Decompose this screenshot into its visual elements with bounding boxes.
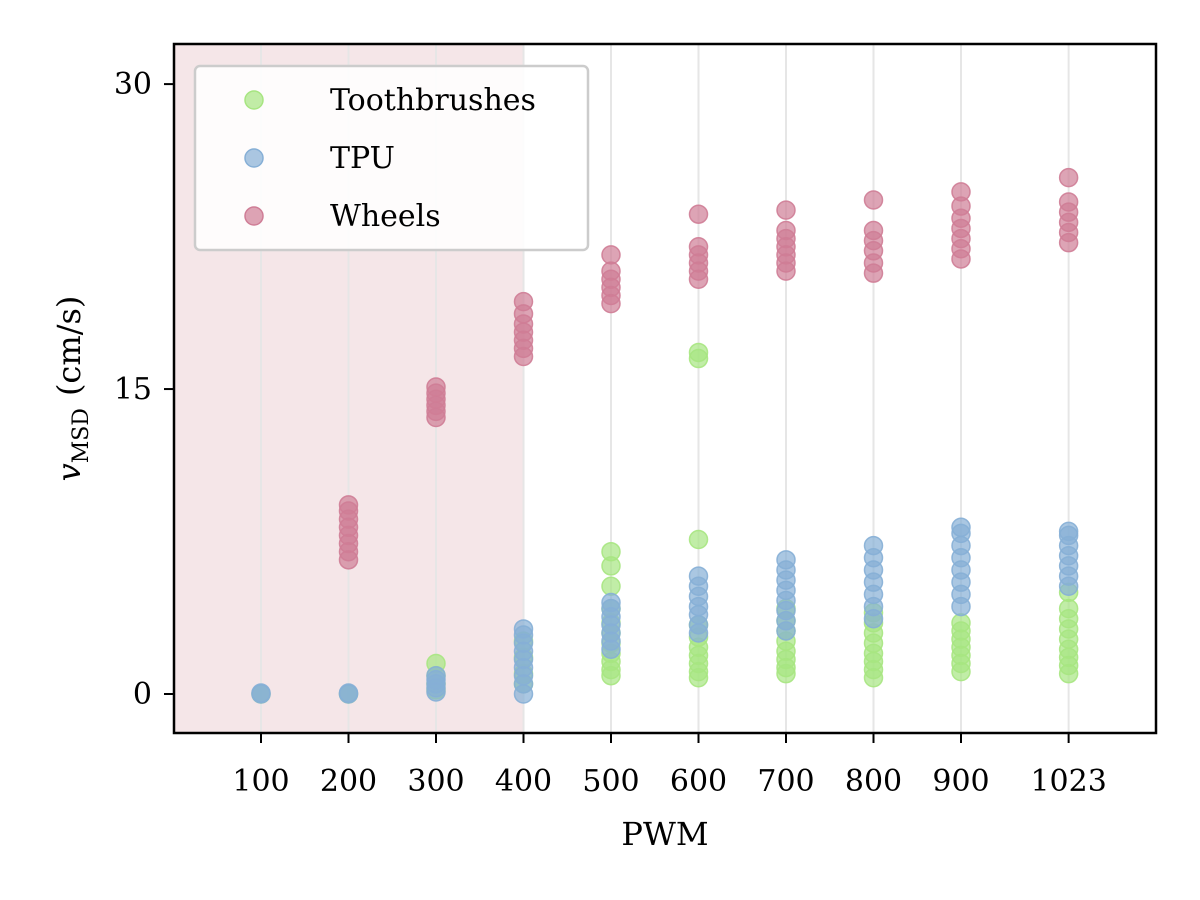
- x-tick-label-100: 100: [232, 764, 289, 799]
- legend-label-wheels: Wheels: [330, 199, 441, 234]
- legend: Toothbrushes TPU Wheels: [193, 64, 590, 252]
- point-toothbrushes-30: [688, 342, 709, 363]
- point-tpu-31: [688, 566, 709, 586]
- x-tick-label-400: 400: [495, 764, 552, 799]
- point-wheels-13: [426, 377, 446, 397]
- point-tpu-54: [951, 517, 971, 538]
- x-tick-label-1023: 1023: [1030, 764, 1106, 799]
- y-axis-subscript: MSD: [69, 408, 94, 463]
- point-wheels-45: [863, 190, 884, 210]
- legend-marker-wheels: [244, 206, 264, 226]
- point-wheels-7: [338, 495, 359, 515]
- y-tick-label-15: 15: [114, 372, 152, 407]
- axes: 100 200 300 400 500 600 700 800 900 1023 0 15 30: [114, 42, 1158, 799]
- x-tick-label-600: 600: [670, 764, 727, 799]
- series-tpu: [251, 517, 1079, 704]
- point-tpu-3: [338, 683, 359, 703]
- y-tick-label-30: 30: [114, 67, 152, 102]
- point-toothbrushes-61: [1058, 598, 1079, 619]
- point-wheels-26: [601, 245, 621, 265]
- y-tick-label-0: 0: [133, 677, 152, 712]
- point-toothbrushes-20: [601, 541, 621, 562]
- legend-marker-toothbrushes: [244, 90, 264, 110]
- x-tick-label-500: 500: [582, 764, 639, 799]
- legend-marker-tpu: [244, 148, 264, 168]
- point-wheels-52: [951, 182, 971, 202]
- point-tpu-17: [513, 619, 534, 639]
- point-toothbrushes-28: [688, 529, 709, 550]
- point-wheels-44: [863, 220, 884, 241]
- x-axis-title: PWM: [621, 815, 708, 853]
- point-wheels-32: [688, 204, 709, 224]
- point-wheels-57: [1058, 192, 1079, 212]
- point-tpu-61: [1058, 521, 1079, 542]
- point-wheels-38: [776, 220, 796, 241]
- point-tpu-1: [251, 683, 271, 703]
- legend-box: [193, 64, 590, 252]
- y-axis-title: vMSD (cm/s): [50, 296, 94, 482]
- point-tpu-24: [601, 592, 621, 613]
- x-tick-label-300: 300: [407, 764, 464, 799]
- point-tpu-46: [863, 535, 884, 556]
- point-wheels-31: [688, 236, 709, 257]
- point-wheels-58: [1058, 167, 1079, 188]
- y-axis-symbol: v: [50, 463, 88, 481]
- point-wheels-20: [513, 291, 534, 312]
- legend-label-toothbrushes: Toothbrushes: [330, 83, 536, 118]
- point-tpu-8: [426, 665, 446, 686]
- x-tick-label-700: 700: [757, 764, 814, 799]
- series-wheels: [338, 167, 1079, 570]
- point-toothbrushes-18: [601, 576, 621, 597]
- legend-label-tpu: TPU: [330, 141, 395, 176]
- x-tick-label-800: 800: [845, 764, 902, 799]
- x-tick-label-900: 900: [932, 764, 989, 799]
- point-wheels-39: [776, 200, 796, 220]
- y-axis-unit: (cm/s): [50, 296, 88, 396]
- point-wheels-25: [601, 261, 621, 281]
- x-tick-label-200: 200: [320, 764, 377, 799]
- point-toothbrushes-53: [951, 613, 971, 633]
- point-tpu-39: [776, 550, 796, 570]
